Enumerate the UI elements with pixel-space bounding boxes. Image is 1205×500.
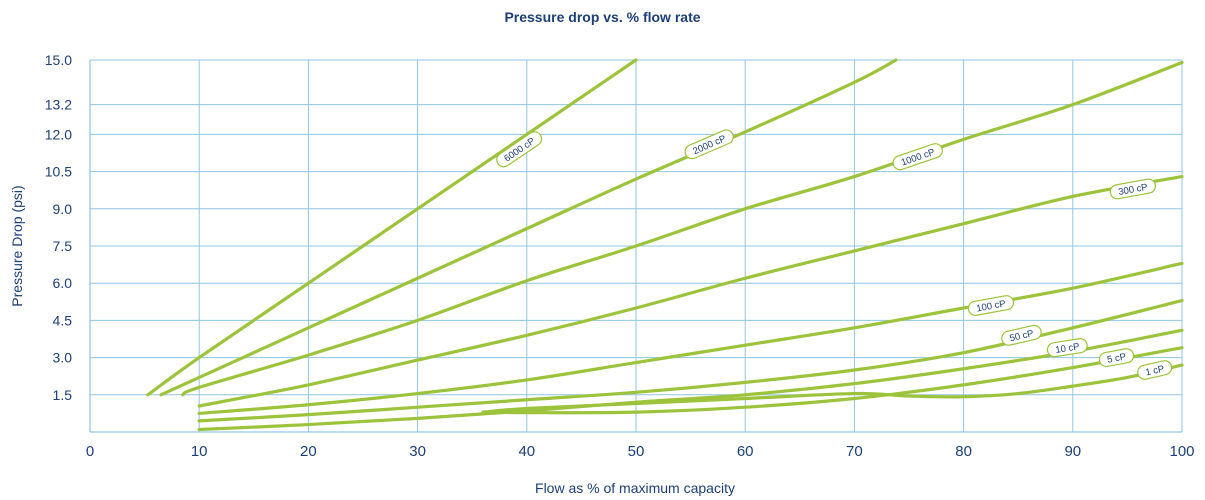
y-tick-label: 12.0: [45, 126, 72, 142]
series-label: 2000 cP: [684, 129, 734, 160]
series-label-badge: [1109, 178, 1157, 200]
y-tick-label: 7.5: [53, 238, 73, 254]
y-tick-label: 13.2: [45, 97, 72, 113]
x-tick-label: 0: [86, 443, 94, 460]
series-line: [146, 58, 638, 397]
series-line: [197, 174, 1184, 408]
x-tick-label: 30: [409, 443, 426, 460]
series-label-text: 100 cP: [976, 298, 1007, 314]
series-label: 100 cP: [967, 295, 1015, 316]
y-tick-label: 9.0: [53, 201, 73, 217]
y-tick-label: 6.0: [53, 275, 73, 291]
series-line: [197, 328, 1184, 432]
chart-title: Pressure drop vs. % flow rate: [504, 9, 701, 25]
series-label-text: 5 cP: [1106, 351, 1127, 365]
series-line: [159, 58, 898, 397]
series-line: [197, 298, 1184, 423]
series-label: 10 cP: [1046, 338, 1088, 358]
series-line: [481, 346, 1184, 415]
series-label-text: 10 cP: [1055, 341, 1081, 356]
y-axis-label: Pressure Drop (psi): [9, 185, 25, 306]
x-tick-label: 70: [846, 443, 863, 460]
x-tick-label: 20: [300, 443, 317, 460]
series-label: 1 cP: [1137, 360, 1173, 380]
y-tick-label: 3.0: [53, 350, 73, 366]
x-tick-label: 50: [628, 443, 645, 460]
x-tick-label: 90: [1064, 443, 1081, 460]
y-tick-label: 10.5: [45, 164, 72, 180]
y-tick-label: 15.0: [45, 52, 72, 68]
series-label: 5 cP: [1098, 348, 1135, 368]
x-tick-label: 60: [737, 443, 754, 460]
series-label-badge: [1098, 348, 1135, 368]
series-line: [481, 363, 1184, 414]
x-axis-label: Flow as % of maximum capacity: [535, 480, 735, 496]
series-label-badge: [1137, 360, 1173, 380]
x-tick-label: 40: [518, 443, 535, 460]
series-label: 6000 cP: [496, 131, 543, 168]
series-label-text: 50 cP: [1009, 328, 1035, 344]
series-label-badge: [496, 131, 543, 168]
x-tick-label: 80: [955, 443, 972, 460]
series-label-badge: [1001, 324, 1042, 346]
series-label: 300 cP: [1109, 178, 1157, 200]
y-tick-label: 1.5: [53, 387, 73, 403]
series-line: [197, 261, 1184, 415]
series-label-badge: [967, 295, 1015, 316]
x-tick-label: 10: [191, 443, 208, 460]
series-label-badge: [1046, 338, 1088, 358]
series-line: [181, 60, 1184, 397]
series-label-badge: [892, 143, 943, 171]
x-tick-label: 100: [1169, 443, 1194, 460]
series-label-text: 300 cP: [1118, 182, 1149, 198]
series-label: 1000 cP: [892, 143, 943, 171]
series-label-text: 1 cP: [1144, 364, 1165, 379]
series-label: 50 cP: [1001, 324, 1042, 346]
series-label-badge: [684, 129, 734, 160]
y-tick-label: 4.5: [53, 312, 73, 328]
